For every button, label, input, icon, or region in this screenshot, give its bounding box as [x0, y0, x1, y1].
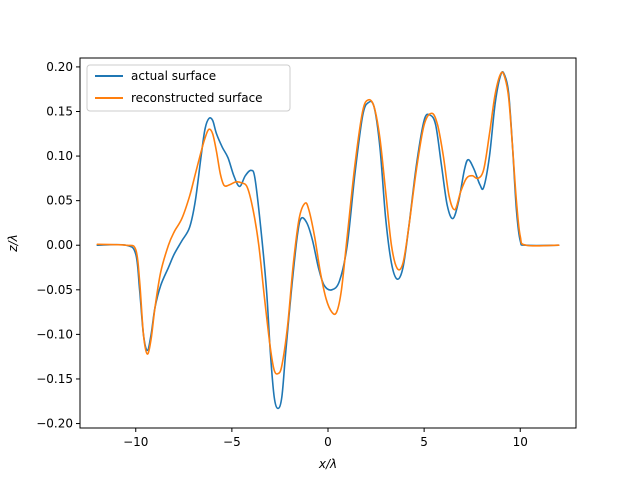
legend-label-reconstructed-surface: reconstructed surface: [131, 91, 263, 105]
y-tick-label: 0.10: [46, 149, 73, 163]
y-tick-label: −0.10: [36, 327, 73, 341]
legend: actual surface reconstructed surface: [86, 64, 291, 112]
y-tick-label: 0.05: [46, 194, 73, 208]
x-tick-label: 10: [513, 435, 528, 449]
y-axis-label: z/λ: [6, 234, 20, 252]
legend-label-actual-surface: actual surface: [131, 69, 216, 83]
series-line-actual-surface: [96, 70, 560, 410]
x-axis: −10 −5 0 5 10: [123, 428, 528, 449]
x-axis-label: x/λ: [318, 457, 337, 471]
series-layer: [96, 70, 560, 410]
series-line-reconstructed-surface: [96, 71, 560, 375]
y-axis: −0.20 −0.15 −0.10 −0.05 0.00 0.05 0.10 0.15 0.20: [36, 60, 80, 431]
x-tick-label: 0: [324, 435, 332, 449]
x-tick-label: −10: [123, 435, 148, 449]
y-tick-label: −0.15: [36, 372, 73, 386]
y-tick-label: −0.05: [36, 283, 73, 297]
x-tick-label: −5: [223, 435, 241, 449]
y-tick-label: 0.00: [46, 238, 73, 252]
y-tick-label: 0.20: [46, 60, 73, 74]
y-tick-label: 0.15: [46, 104, 73, 118]
plot-background: [80, 58, 576, 428]
x-tick-label: 5: [420, 435, 428, 449]
y-tick-label: −0.20: [36, 417, 73, 431]
legend-frame: [86, 64, 291, 112]
